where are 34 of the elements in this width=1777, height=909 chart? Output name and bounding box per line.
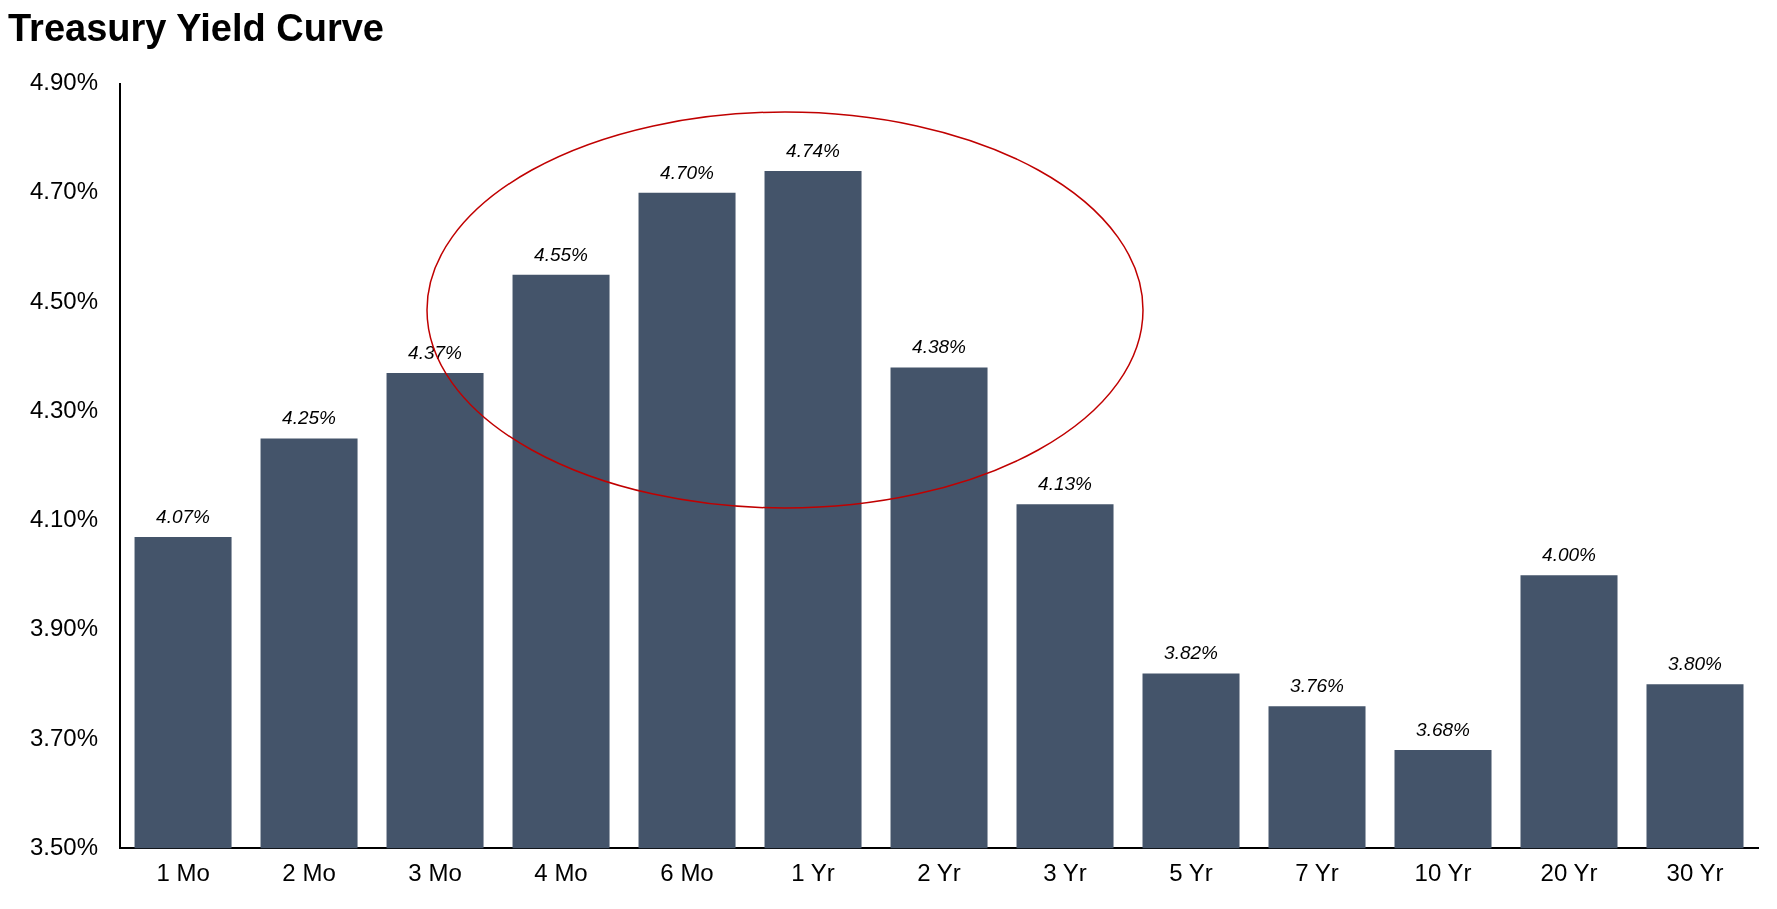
data-label: 3.82%: [1164, 642, 1219, 664]
x-tick-label: 7 Yr: [1295, 859, 1339, 887]
x-tick-label: 4 Mo: [534, 859, 588, 887]
y-tick-label: 3.90%: [29, 614, 99, 642]
data-label: 3.80%: [1668, 653, 1723, 675]
data-label: 4.13%: [1038, 472, 1093, 494]
data-label: 4.00%: [1542, 543, 1597, 565]
x-tick-label: 3 Mo: [408, 859, 462, 887]
data-label: 3.76%: [1290, 674, 1345, 696]
y-tick-label: 4.70%: [29, 177, 99, 205]
data-label: 3.68%: [1416, 718, 1471, 740]
data-label: 4.55%: [534, 243, 589, 265]
data-label: 4.25%: [282, 407, 337, 429]
y-tick-label: 3.50%: [29, 832, 99, 860]
y-tick-label: 4.90%: [29, 68, 99, 96]
x-tick-label: 3 Yr: [1043, 859, 1087, 887]
data-label: 4.07%: [156, 505, 211, 527]
y-tick-label: 4.50%: [29, 286, 99, 314]
x-tick-label: 2 Yr: [917, 859, 961, 887]
chart-title: Treasury Yield Curve: [8, 7, 384, 50]
x-tick-label: 30 Yr: [1666, 859, 1724, 887]
x-tick-label: 10 Yr: [1414, 859, 1472, 887]
y-tick-label: 4.10%: [29, 505, 99, 533]
x-tick-label: 2 Mo: [282, 859, 336, 887]
y-tick-label: 3.70%: [29, 723, 99, 751]
data-label: 4.70%: [660, 161, 715, 183]
data-label: 4.74%: [786, 139, 841, 161]
x-tick-label: 6 Mo: [660, 859, 714, 887]
x-tick-label: 1 Mo: [156, 859, 210, 887]
x-tick-label: 5 Yr: [1169, 859, 1213, 887]
data-label: 4.38%: [912, 336, 967, 358]
x-tick-label: 20 Yr: [1540, 859, 1598, 887]
y-tick-label: 4.30%: [29, 395, 99, 423]
x-tick-label: 1 Yr: [791, 859, 835, 887]
